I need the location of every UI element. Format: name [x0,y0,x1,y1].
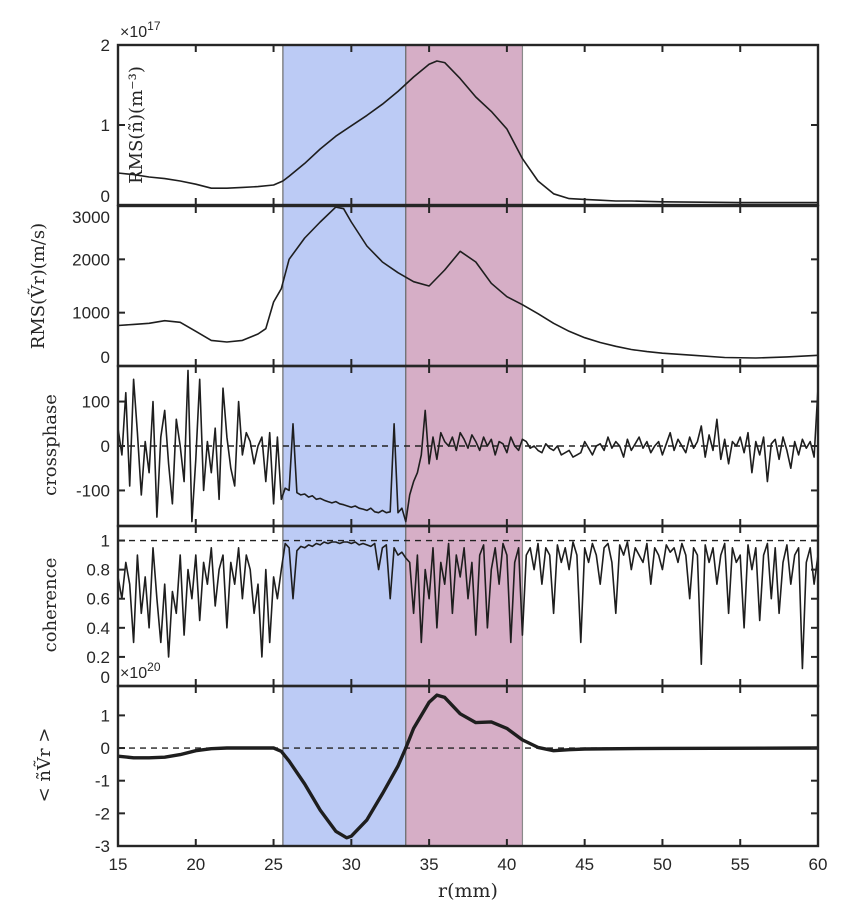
x-tick-label: 55 [731,855,750,874]
coherence-series-line [117,541,819,670]
crossphase-series-line [117,369,819,523]
x-axis-label: r(mm) [438,880,498,902]
rms-velocity-y-axis-label: RMS(Ṽr)(m/s) [27,223,49,349]
y-tick-label: 0 [101,187,110,206]
y-tick-label: 3000 [72,208,110,227]
y-tick-label: 1 [101,116,110,135]
exponent-label: ×1020 [120,660,161,682]
y-tick-label: 1 [101,532,110,551]
x-tick-label: 35 [420,855,439,874]
exponent-power: 17 [147,19,161,33]
exponent-power: 20 [147,660,161,674]
x-tick-label: 15 [109,855,128,874]
y-tick-label: 0.8 [86,561,110,580]
y-tick-label: 0.2 [86,648,110,667]
y-tick-label: -2 [95,804,110,823]
y-tick-label: 0 [101,739,110,758]
panels: 012RMS(ñ)(m⁻³)×10170100020003000RMS(Ṽr)(… [27,19,820,856]
x-tick-label: 60 [809,855,828,874]
y-tick-label: 2000 [72,250,110,269]
rms-density-y-axis-label: RMS(ñ)(m⁻³) [126,66,147,184]
y-tick-label: 0 [101,668,110,687]
x-tick-label: 45 [575,855,594,874]
y-tick-label: 0.6 [86,590,110,609]
flux-y-axis-label: < ñṼr > [33,728,55,803]
x-axis: r(mm) 15 20 25 30 35 40 45 50 55 60 [109,855,828,902]
y-tick-label: 0 [101,437,110,456]
x-tick-label: 50 [653,855,672,874]
panel-flux: -3 -2 -1 0 1 < ñṼr > ×1020 [33,660,820,856]
x-tick-label: 25 [264,855,283,874]
y-tick-label: 0 [101,348,110,367]
rms-velocity-series-line [117,206,819,359]
x-tick-label: 20 [186,855,205,874]
exponent-label: ×1017 [120,19,161,41]
y-tick-label: 100 [82,393,110,412]
y-tick-label: -3 [95,837,110,856]
rms-density-series-line [117,60,818,204]
y-tick-label: -1 [95,772,110,791]
y-tick-label: -100 [76,481,110,500]
x-tick-label: 40 [497,855,516,874]
crossphase-y-axis-label: crossphase [40,394,61,496]
y-tick-label: 0.4 [86,619,110,638]
flux-series-line [117,693,819,840]
y-tick-label: 2 [101,36,110,55]
x-tick-label: 30 [342,855,361,874]
y-tick-label: 1000 [72,304,110,323]
coherence-y-axis-label: coherence [40,558,61,653]
y-tick-label: 1 [101,706,110,725]
panel-frame [116,684,820,848]
